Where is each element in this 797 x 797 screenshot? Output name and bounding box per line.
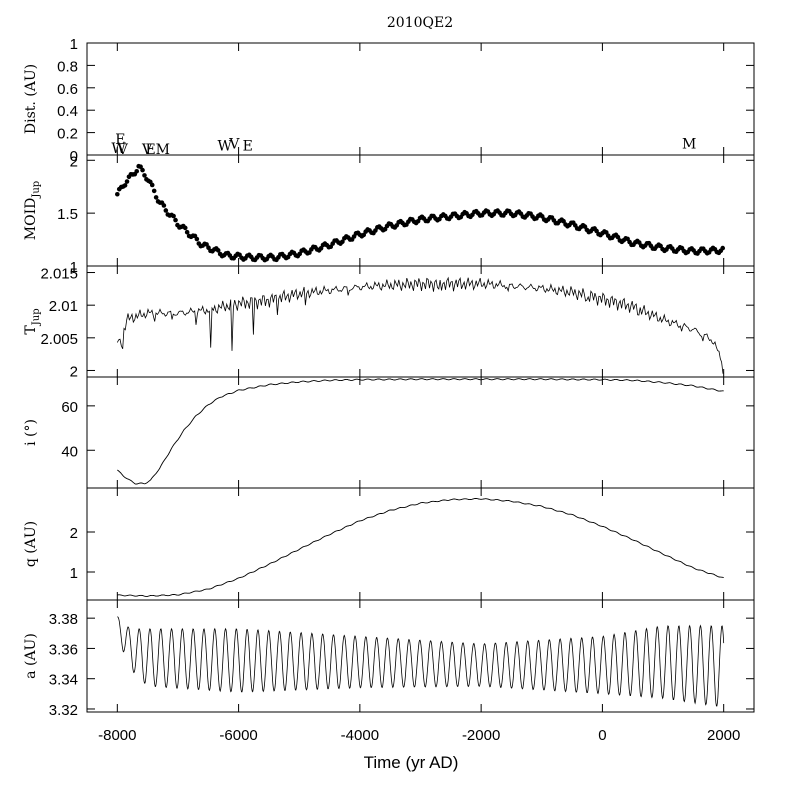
encounter-label: W [111, 141, 126, 157]
panel-frame [86, 599, 755, 713]
moid-point [340, 239, 345, 245]
y-tick-label: 0.6 [57, 81, 78, 98]
y-tick-label: 40 [61, 443, 78, 460]
moid-point [142, 173, 147, 178]
encounter-label: E [115, 132, 125, 148]
x-tick-label: 2000 [707, 727, 740, 744]
encounter-label: V [228, 136, 240, 152]
y-tick-label: 2.015 [40, 266, 78, 283]
moid-point [140, 167, 145, 173]
y-axis-label: i (°) [23, 419, 39, 446]
y-tick-label: 1 [70, 36, 78, 53]
panel-q: 1 2 q (AU) [23, 487, 755, 601]
chart-title: 2010QE2 [387, 15, 453, 31]
y-tick-label: 0.2 [57, 126, 78, 143]
y-tick-label: 1.5 [57, 206, 78, 223]
moid-point [318, 246, 324, 251]
moid-point [615, 234, 621, 240]
panel-tjup: 2 2.005 2.01 2.015 TJup [23, 265, 755, 380]
x-axis-tick-labels: -8000 -6000 -4000 -2000 0 2000 [98, 727, 740, 744]
y-tick-label: 0.4 [57, 103, 78, 120]
y-axis-label: a (AU) [23, 633, 39, 679]
incl-line [117, 378, 724, 485]
encounter-label: W [217, 139, 232, 155]
y-tick-label: 3.38 [49, 611, 78, 628]
moid-point [163, 208, 169, 213]
moid-point [720, 245, 726, 251]
moid-point [149, 182, 155, 188]
y-tick-label: 1 [70, 259, 78, 276]
y-tick-label: 0.8 [57, 58, 78, 75]
encounter-label: M [682, 136, 696, 152]
encounter-label: M [156, 142, 170, 158]
y-tick-label: 1 [70, 565, 78, 582]
y-tick-label: 2 [70, 363, 78, 380]
moid-points [115, 163, 726, 263]
y-tick-label: 2.005 [40, 331, 78, 348]
moid-point [194, 236, 200, 242]
panel-moid: 1 1.5 2 MOIDJup [23, 153, 755, 276]
moid-point [215, 248, 221, 253]
moid-point [182, 225, 188, 231]
panel-frame [86, 42, 755, 156]
moid-point [138, 164, 143, 169]
moid-point [184, 229, 190, 235]
a-line [117, 616, 725, 707]
y-tick-label: 60 [61, 399, 78, 416]
moid-point [153, 195, 159, 200]
moid-point [115, 191, 120, 197]
panel-frame [86, 487, 755, 601]
y-tick-label: 3.32 [49, 702, 78, 719]
moid-point [122, 183, 128, 188]
y-axis-label: q (AU) [23, 521, 39, 567]
moid-point [161, 203, 167, 208]
moid-point [173, 217, 178, 223]
moid-point [171, 213, 176, 219]
y-tick-label: 3.34 [49, 672, 78, 689]
y-tick-label: 0 [70, 148, 78, 165]
x-tick-label: -2000 [462, 727, 500, 744]
x-tick-label: -4000 [341, 727, 379, 744]
x-axis-label: Time (yr AD) [364, 753, 459, 772]
encounter-label: V [141, 142, 153, 158]
encounter-label: E [146, 142, 156, 158]
encounter-label: V [117, 142, 129, 158]
x-tick-label: -8000 [98, 727, 136, 744]
x-tick-label: 0 [598, 727, 606, 744]
y-tick-label: 2 [70, 525, 78, 542]
moid-point [151, 188, 157, 194]
q-line [117, 498, 724, 597]
moid-point [582, 224, 588, 229]
encounter-label: E [243, 139, 253, 155]
y-axis-label: MOIDJup [23, 181, 42, 240]
moid-point [134, 168, 140, 174]
y-tick-label: 3.36 [49, 641, 78, 658]
panel-frame [86, 376, 755, 489]
y-tick-label: 2.01 [49, 298, 78, 315]
panel-a: 3.32 3.34 3.36 3.38 a (AU) [23, 599, 755, 719]
y-axis-label: TJup [23, 308, 42, 334]
panel-incl: 40 60 i (°) [23, 376, 755, 489]
moid-point [124, 179, 130, 184]
tjup-line [116, 276, 724, 374]
y-axis-label: Dist. (AU) [23, 64, 39, 134]
y-tick-label: 2 [70, 153, 78, 170]
moid-point [361, 232, 367, 238]
x-tick-label: -6000 [219, 727, 257, 744]
